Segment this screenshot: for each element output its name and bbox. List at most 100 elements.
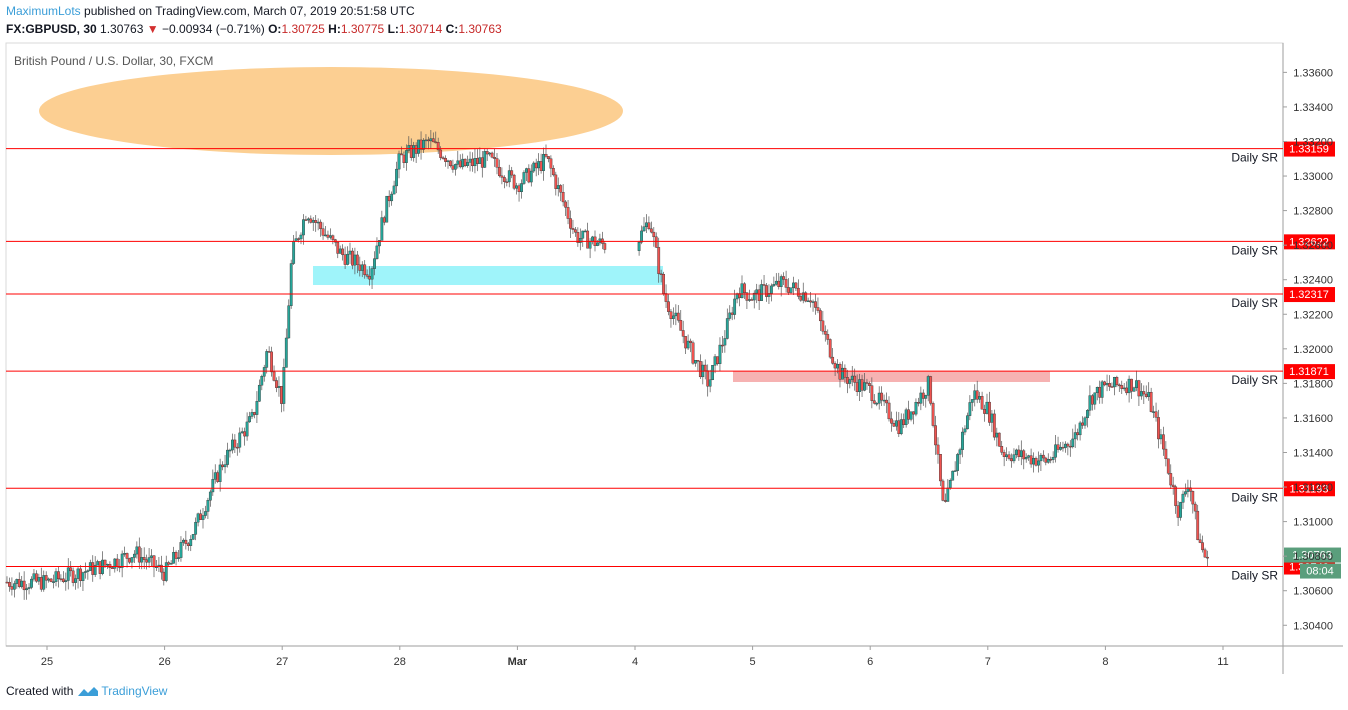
candle-body [819, 310, 822, 322]
candle-body [792, 282, 795, 288]
candle-body [554, 174, 558, 189]
tradingview-brand[interactable]: TradingView [101, 684, 168, 698]
candle-body [796, 287, 800, 297]
candle-body [983, 409, 986, 414]
time-tick-label: 5 [750, 656, 756, 668]
candle-body [762, 284, 766, 286]
candle-body [177, 557, 180, 559]
candle-body [184, 539, 188, 544]
time-tick-label: 4 [632, 656, 638, 668]
candle-body [988, 401, 991, 423]
candle-body [1108, 383, 1111, 387]
candle-body [637, 242, 641, 251]
candle-body [83, 571, 87, 573]
candle-body [809, 300, 813, 303]
candle-body [1103, 381, 1107, 386]
candle-body [476, 158, 479, 164]
candle-body [422, 140, 425, 150]
candle-body [865, 382, 869, 384]
candle-body [71, 570, 75, 583]
candle-body [642, 226, 646, 232]
candle-body [997, 432, 1001, 447]
candle-body [816, 307, 820, 311]
candle-body [125, 553, 129, 559]
candle-body [963, 428, 967, 433]
candle-body [44, 575, 48, 581]
price-tick-label: 1.31800 [1293, 378, 1333, 390]
candle-body [42, 575, 46, 590]
candle-body [326, 234, 330, 238]
candle-body [1169, 473, 1173, 486]
candle-body [434, 141, 438, 144]
candle-body [106, 564, 109, 566]
time-tick-label: 27 [276, 656, 288, 668]
candle-body [194, 521, 198, 535]
candle-body [480, 157, 484, 168]
candle-body [500, 175, 504, 178]
candle-body [414, 145, 418, 154]
candle-body [549, 158, 553, 169]
candle-body [924, 395, 928, 399]
candle-body [502, 177, 506, 182]
daily-sr-label: Daily SR [1231, 243, 1278, 257]
candle-body [752, 292, 756, 301]
candle-body [537, 161, 541, 169]
candle-body [529, 170, 533, 183]
candle-body [845, 377, 849, 384]
candle-body [1007, 454, 1011, 459]
candle-body [61, 578, 65, 583]
candle-body [674, 312, 678, 317]
candle-body [473, 158, 477, 167]
candle-body [5, 581, 9, 584]
candle-body [407, 145, 411, 151]
sr-price-tag-text: 1.31193 [1290, 483, 1329, 495]
candle-body [806, 300, 810, 303]
candle-body [49, 578, 53, 582]
candle-body [1122, 387, 1126, 390]
candle-body [54, 571, 58, 582]
candle-body [311, 220, 315, 223]
candle-body [885, 399, 888, 404]
candle-body [934, 425, 937, 446]
candle-body [1201, 542, 1205, 551]
candle-body [1181, 493, 1185, 503]
author-link[interactable]: MaximumLots [6, 4, 81, 18]
candle-body [64, 580, 68, 583]
candle-body [306, 218, 310, 221]
candle-body [218, 464, 222, 482]
candle-body [838, 364, 842, 380]
candle-body [47, 578, 51, 581]
candle-body [520, 183, 523, 193]
candle-body [275, 380, 278, 388]
candle-body [973, 390, 977, 400]
candle-body [17, 579, 21, 587]
candle-body [755, 289, 759, 294]
candle-body [370, 268, 374, 280]
candle-body [723, 338, 727, 346]
candle-body [1174, 486, 1178, 506]
price-tick-label: 1.31400 [1293, 447, 1333, 459]
candle-body [321, 228, 325, 236]
candle-body [747, 299, 751, 301]
candle-body [956, 454, 960, 471]
candle-body [137, 546, 141, 563]
candle-body [1063, 443, 1067, 448]
candle-body [495, 158, 499, 168]
candle-body [1027, 455, 1031, 458]
candle-body [1000, 446, 1004, 453]
candle-body [921, 392, 925, 399]
candle-body [253, 412, 256, 415]
support-zone [313, 266, 663, 285]
candle-body [8, 582, 11, 587]
candle-body [1115, 377, 1119, 386]
candle-body [380, 217, 384, 241]
candle-body [975, 390, 979, 400]
candle-body [243, 431, 247, 437]
candle-body [382, 217, 386, 223]
candle-body [711, 365, 715, 380]
candle-body [804, 292, 808, 302]
candle-body [1051, 456, 1055, 460]
candle-body [1112, 377, 1116, 388]
candle-body [841, 367, 844, 380]
